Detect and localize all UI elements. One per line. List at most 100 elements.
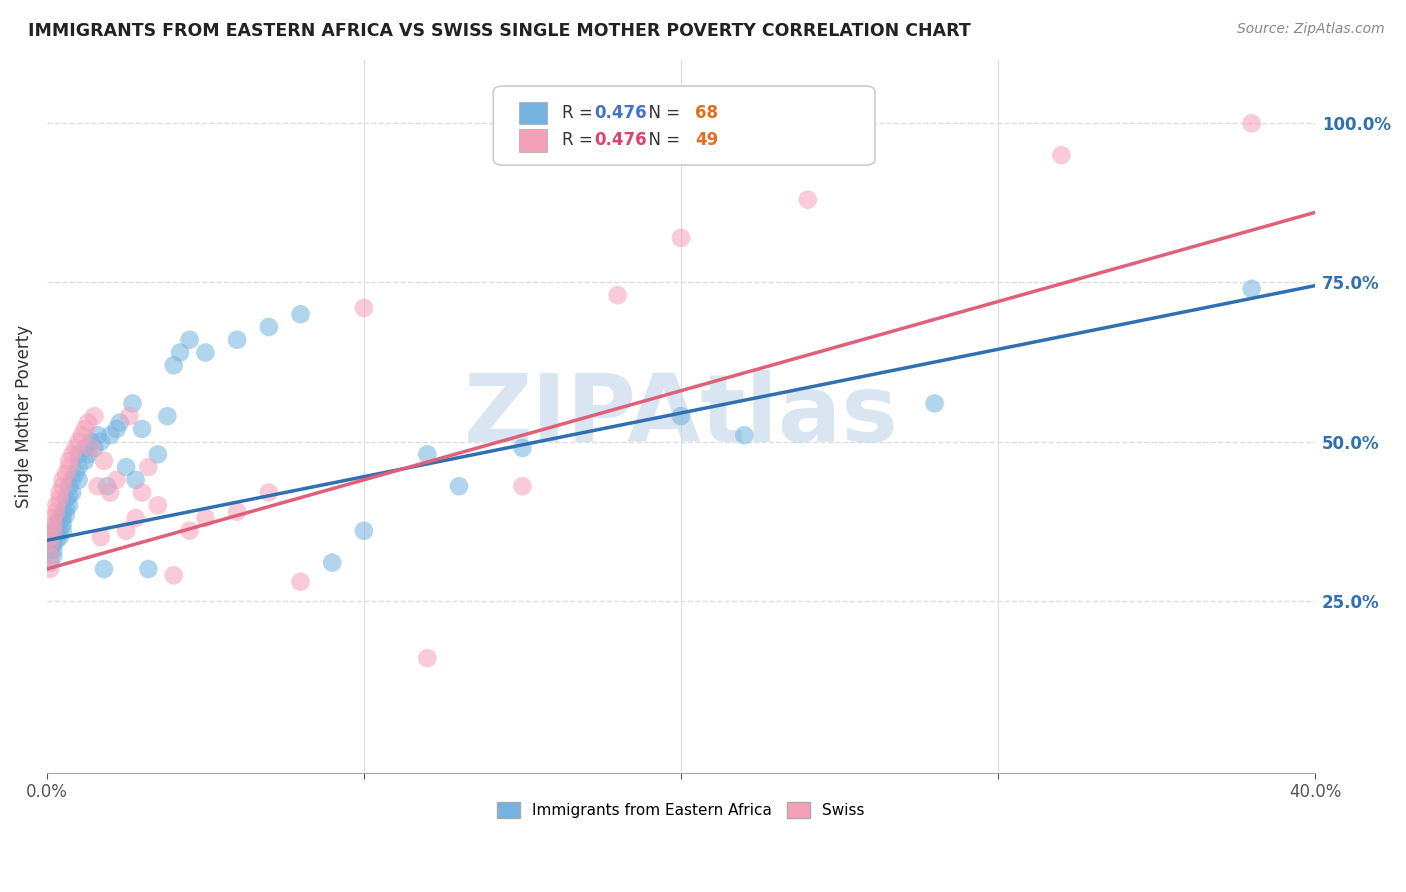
Point (42, 542, 65, 557)
Point (121, 396, 143, 410)
Point (39, 536, 62, 550)
Point (58, 498, 80, 512)
Point (124, 511, 146, 525)
Point (48, 485, 70, 500)
Point (86, 428, 108, 442)
Text: N =: N = (638, 104, 685, 122)
Text: N =: N = (638, 131, 685, 149)
Point (55, 491, 77, 506)
Point (48, 491, 70, 506)
Point (606, 288, 628, 302)
Point (42, 536, 65, 550)
Point (67, 447, 90, 461)
Point (48, 524, 70, 538)
Point (45, 524, 67, 538)
Point (1050, 148, 1073, 162)
Point (290, 574, 312, 589)
Point (39, 542, 62, 557)
Point (42, 517, 65, 532)
Point (138, 460, 160, 475)
Point (39, 556, 62, 570)
Point (118, 409, 141, 424)
Point (353, 524, 375, 538)
Point (416, 651, 439, 665)
Point (98, 485, 121, 500)
Point (73, 441, 96, 455)
Point (58, 479, 80, 493)
Point (39, 530, 62, 544)
Point (73, 454, 96, 468)
Point (115, 460, 138, 475)
Point (55, 467, 77, 481)
Point (290, 307, 312, 321)
Point (105, 473, 128, 487)
Point (55, 501, 77, 516)
Point (42, 511, 65, 525)
Text: 49: 49 (695, 131, 718, 149)
Point (58, 489, 80, 503)
Point (1240, 116, 1263, 130)
Text: 68: 68 (695, 104, 718, 122)
Point (924, 396, 946, 410)
Point (39, 536, 62, 550)
Point (353, 301, 375, 315)
Point (83, 441, 105, 455)
Point (55, 508, 77, 522)
Point (669, 409, 692, 424)
Text: R =: R = (562, 131, 598, 149)
Point (96, 479, 118, 493)
Point (67, 473, 90, 487)
Point (194, 345, 217, 359)
Point (321, 556, 343, 570)
Point (45, 533, 67, 548)
Point (86, 479, 108, 493)
FancyBboxPatch shape (519, 102, 547, 125)
Point (416, 447, 439, 461)
Point (52, 517, 75, 532)
Point (226, 505, 249, 519)
Point (42, 524, 65, 538)
Point (83, 409, 105, 424)
Point (65, 441, 87, 455)
Point (80, 434, 103, 449)
Text: 0.476: 0.476 (595, 131, 647, 149)
Point (77, 447, 100, 461)
Point (124, 473, 146, 487)
Point (169, 345, 191, 359)
Point (131, 485, 153, 500)
Point (52, 511, 75, 525)
Point (156, 409, 179, 424)
Point (115, 524, 138, 538)
Point (93, 562, 115, 576)
Point (257, 320, 280, 334)
Point (512, 479, 534, 493)
Point (39, 549, 62, 564)
Point (163, 568, 186, 582)
Point (60, 447, 83, 461)
Point (65, 467, 87, 481)
Point (58, 454, 80, 468)
Point (48, 514, 70, 528)
Point (447, 479, 470, 493)
Point (45, 505, 67, 519)
Point (146, 447, 169, 461)
Point (105, 422, 128, 436)
Text: 0.476: 0.476 (595, 104, 647, 122)
Point (67, 434, 90, 449)
Point (67, 460, 90, 475)
Point (179, 333, 201, 347)
Point (90, 434, 112, 449)
Point (48, 530, 70, 544)
Point (45, 498, 67, 512)
Point (797, 193, 820, 207)
Point (257, 485, 280, 500)
Point (138, 562, 160, 576)
Legend: Immigrants from Eastern Africa, Swiss: Immigrants from Eastern Africa, Swiss (489, 795, 873, 826)
Point (163, 358, 186, 372)
Point (42, 524, 65, 538)
Point (42, 527, 65, 541)
Point (60, 473, 83, 487)
Point (226, 333, 249, 347)
Point (70, 428, 93, 442)
Text: Source: ZipAtlas.com: Source: ZipAtlas.com (1237, 22, 1385, 37)
